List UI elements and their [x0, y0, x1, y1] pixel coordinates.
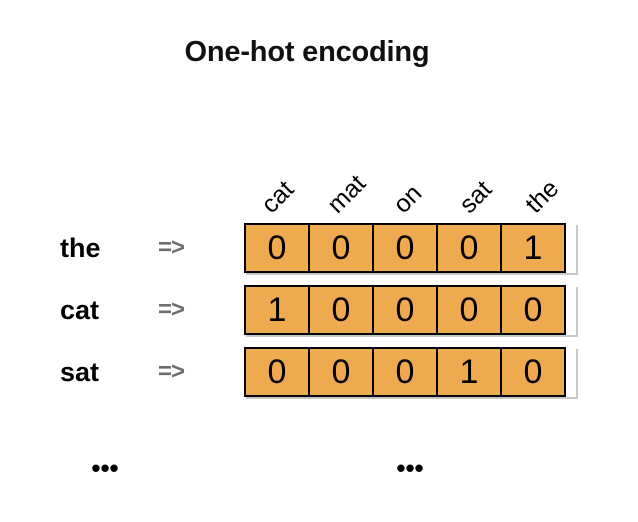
arrow-icon: =>	[158, 358, 185, 385]
matrix-cell: 1	[500, 223, 566, 273]
column-header-on: on	[376, 132, 442, 220]
matrix-cell: 0	[372, 223, 438, 273]
column-header-label: mat	[321, 169, 372, 219]
row-word: the	[60, 232, 101, 263]
matrix-cell: 1	[244, 285, 310, 335]
matrix-cell: 0	[244, 347, 310, 397]
ellipsis-rows: •••	[91, 453, 119, 483]
matrix-cell: 0	[372, 347, 438, 397]
matrix-cell: 1	[436, 347, 502, 397]
arrow-icon: =>	[158, 234, 185, 261]
row-word: sat	[60, 356, 100, 387]
column-header-sat: sat	[442, 132, 508, 220]
ellipsis-matrix: •••	[396, 453, 424, 483]
table-row: 1 0 0 0 0	[244, 285, 576, 335]
column-header-cat: cat	[244, 132, 310, 220]
matrix-cell: 0	[436, 223, 502, 273]
table-row: 0 0 0 1 0	[244, 347, 576, 397]
matrix-cell: 0	[500, 285, 566, 335]
column-header-mat: mat	[310, 132, 376, 220]
row-label-the: the =>	[60, 223, 236, 273]
matrix-cell: 0	[308, 347, 374, 397]
arrow-icon: =>	[158, 296, 185, 323]
matrix-cell: 0	[500, 347, 566, 397]
column-header-label: on	[387, 179, 428, 219]
column-header-label: sat	[453, 175, 498, 219]
matrix-cell: 0	[372, 285, 438, 335]
matrix-cell: 0	[308, 285, 374, 335]
row-label-cat: cat =>	[60, 285, 236, 335]
column-header-row: cat mat on sat the	[244, 132, 576, 220]
row-word: cat	[60, 294, 100, 325]
column-header-label: the	[519, 174, 565, 219]
matrix-cell: 0	[244, 223, 310, 273]
row-label-sat: sat =>	[60, 347, 236, 397]
matrix-cell: 0	[436, 285, 502, 335]
column-header-the: the	[508, 132, 574, 220]
page-title: One-hot encoding	[184, 36, 430, 68]
column-header-label: cat	[255, 175, 300, 219]
table-row: 0 0 0 0 1	[244, 223, 576, 273]
matrix-cell: 0	[308, 223, 374, 273]
